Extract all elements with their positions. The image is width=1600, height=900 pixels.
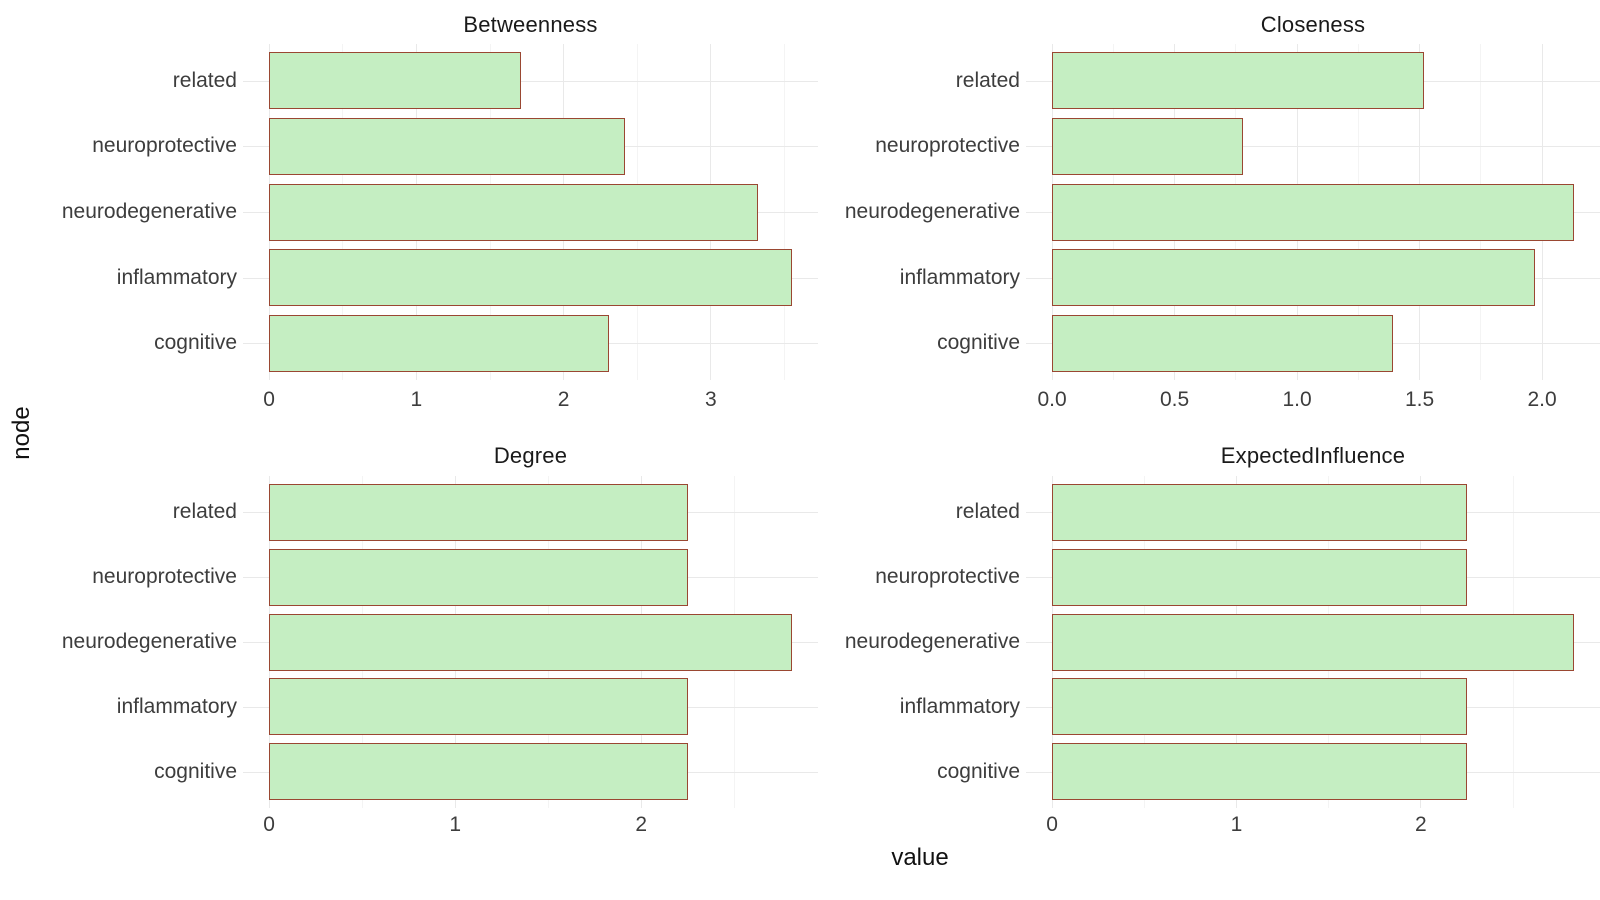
category-label-expectedinfluence-inflammatory: inflammatory xyxy=(899,694,1020,718)
category-label-degree-neurodegenerative: neurodegenerative xyxy=(61,630,237,653)
bar-closeness-neuroprotective xyxy=(1052,117,1244,175)
category-label-closeness-related: related xyxy=(955,68,1020,92)
category-label-expectedinfluence-related: related xyxy=(955,500,1020,524)
category-label-betweenness-related: related xyxy=(172,68,237,92)
bar-expectedinfluence-neurodegenerative xyxy=(1052,613,1574,671)
category-label-degree-related: related xyxy=(172,500,237,524)
plot-area-degree xyxy=(243,476,818,808)
x-tick-label-closeness-0.5: 0.5 xyxy=(1159,388,1190,411)
bar-betweenness-cognitive xyxy=(269,314,610,372)
category-label-closeness-cognitive: cognitive xyxy=(937,331,1020,355)
category-label-expectedinfluence-neurodegenerative: neurodegenerative xyxy=(844,630,1020,653)
category-label-betweenness-neurodegenerative: neurodegenerative xyxy=(61,200,237,223)
x-tick-label-betweenness-1: 1 xyxy=(410,388,423,411)
x-tick-label-expectedinfluence-0: 0 xyxy=(1046,813,1058,836)
bar-expectedinfluence-inflammatory xyxy=(1052,678,1467,736)
bar-degree-inflammatory xyxy=(269,678,688,736)
x-axis-title: value xyxy=(891,844,949,871)
x-tick-label-betweenness-3: 3 xyxy=(705,388,717,411)
y-axis-title: node xyxy=(8,406,35,460)
bar-closeness-inflammatory xyxy=(1052,249,1535,307)
bar-betweenness-related xyxy=(269,52,521,110)
bar-expectedinfluence-neuroprotective xyxy=(1052,548,1467,606)
bar-degree-neurodegenerative xyxy=(269,613,792,671)
x-tick-label-expectedinfluence-2: 2 xyxy=(1415,813,1427,836)
plot-area-betweenness xyxy=(243,44,818,380)
category-label-degree-neuroprotective: neuroprotective xyxy=(92,565,237,589)
bar-closeness-related xyxy=(1052,52,1425,110)
x-tick-label-closeness-2.0: 2.0 xyxy=(1527,388,1557,411)
category-label-betweenness-neuroprotective: neuroprotective xyxy=(92,134,237,158)
bar-betweenness-neurodegenerative xyxy=(269,183,758,241)
facet-title-betweenness: Betweenness xyxy=(463,12,598,37)
category-label-closeness-inflammatory: inflammatory xyxy=(899,265,1020,289)
x-tick-label-expectedinfluence-1: 1 xyxy=(1230,813,1243,836)
category-label-expectedinfluence-neuroprotective: neuroprotective xyxy=(875,565,1020,589)
bar-expectedinfluence-related xyxy=(1052,483,1467,541)
x-tick-label-degree-0: 0 xyxy=(263,813,275,836)
facet-title-degree: Degree xyxy=(493,443,568,468)
facet-title-closeness: Closeness xyxy=(1260,12,1366,37)
category-label-degree-cognitive: cognitive xyxy=(154,759,237,783)
x-tick-label-degree-1: 1 xyxy=(449,813,461,836)
bar-expectedinfluence-cognitive xyxy=(1052,743,1467,801)
category-label-degree-inflammatory: inflammatory xyxy=(116,694,237,718)
x-tick-label-betweenness-0: 0 xyxy=(263,388,275,411)
gridline-major-h xyxy=(1026,146,1600,148)
category-label-closeness-neurodegenerative: neurodegenerative xyxy=(844,200,1020,223)
category-label-betweenness-inflammatory: inflammatory xyxy=(116,265,237,289)
gridline-major-h xyxy=(243,80,818,82)
x-tick-label-betweenness-2: 2 xyxy=(557,388,570,411)
plot-area-expectedinfluence xyxy=(1026,476,1600,808)
facet-title-expectedinfluence: ExpectedInfluence xyxy=(1220,443,1406,468)
category-label-expectedinfluence-cognitive: cognitive xyxy=(937,759,1020,783)
bar-closeness-cognitive xyxy=(1052,314,1393,372)
category-label-closeness-neuroprotective: neuroprotective xyxy=(875,134,1020,158)
category-label-betweenness-cognitive: cognitive xyxy=(154,331,237,355)
bar-betweenness-neuroprotective xyxy=(269,117,626,175)
bar-betweenness-inflammatory xyxy=(269,249,792,307)
bar-degree-related xyxy=(269,483,688,541)
bar-closeness-neurodegenerative xyxy=(1052,183,1574,241)
bar-degree-cognitive xyxy=(269,743,688,801)
x-tick-label-closeness-1.5: 1.5 xyxy=(1404,388,1435,411)
x-tick-label-closeness-1.0: 1.0 xyxy=(1282,388,1312,411)
x-tick-label-closeness-0.0: 0.0 xyxy=(1037,388,1067,411)
plot-area-closeness xyxy=(1026,44,1600,380)
x-tick-label-degree-2: 2 xyxy=(635,813,648,836)
bar-degree-neuroprotective xyxy=(269,548,688,606)
